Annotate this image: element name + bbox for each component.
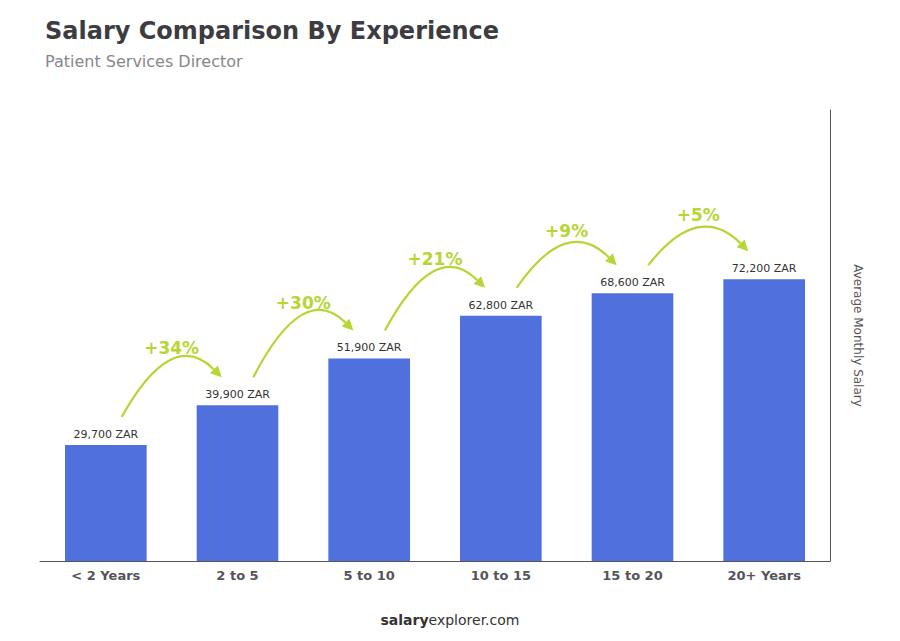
svg-text:5 to 10: 5 to 10 <box>343 568 394 583</box>
svg-text:10 to 15: 10 to 15 <box>471 568 531 583</box>
svg-text:salary: salary <box>381 612 429 628</box>
svg-text:+21%: +21% <box>408 249 463 269</box>
svg-text:< 2 Years: < 2 Years <box>71 568 140 583</box>
svg-text:+34%: +34% <box>144 338 199 358</box>
svg-text:72,200 ZAR: 72,200 ZAR <box>732 262 797 275</box>
svg-text:explorer.com: explorer.com <box>429 612 520 628</box>
svg-text:15 to 20: 15 to 20 <box>602 568 662 583</box>
svg-text:+9%: +9% <box>545 221 588 241</box>
svg-text:62,800 ZAR: 62,800 ZAR <box>468 299 533 312</box>
svg-text:Patient Services Director: Patient Services Director <box>45 52 243 71</box>
svg-text:+30%: +30% <box>276 293 331 313</box>
svg-text:51,900 ZAR: 51,900 ZAR <box>337 341 402 354</box>
svg-text:Salary Comparison By Experienc: Salary Comparison By Experience <box>45 17 499 45</box>
svg-text:Average Monthly Salary: Average Monthly Salary <box>851 264 865 407</box>
svg-text:2 to 5: 2 to 5 <box>216 568 258 583</box>
svg-text:+5%: +5% <box>677 205 720 225</box>
svg-text:39,900 ZAR: 39,900 ZAR <box>205 388 270 401</box>
svg-text:68,600 ZAR: 68,600 ZAR <box>600 276 665 289</box>
svg-text:20+ Years: 20+ Years <box>727 568 801 583</box>
svg-text:29,700 ZAR: 29,700 ZAR <box>73 428 138 441</box>
